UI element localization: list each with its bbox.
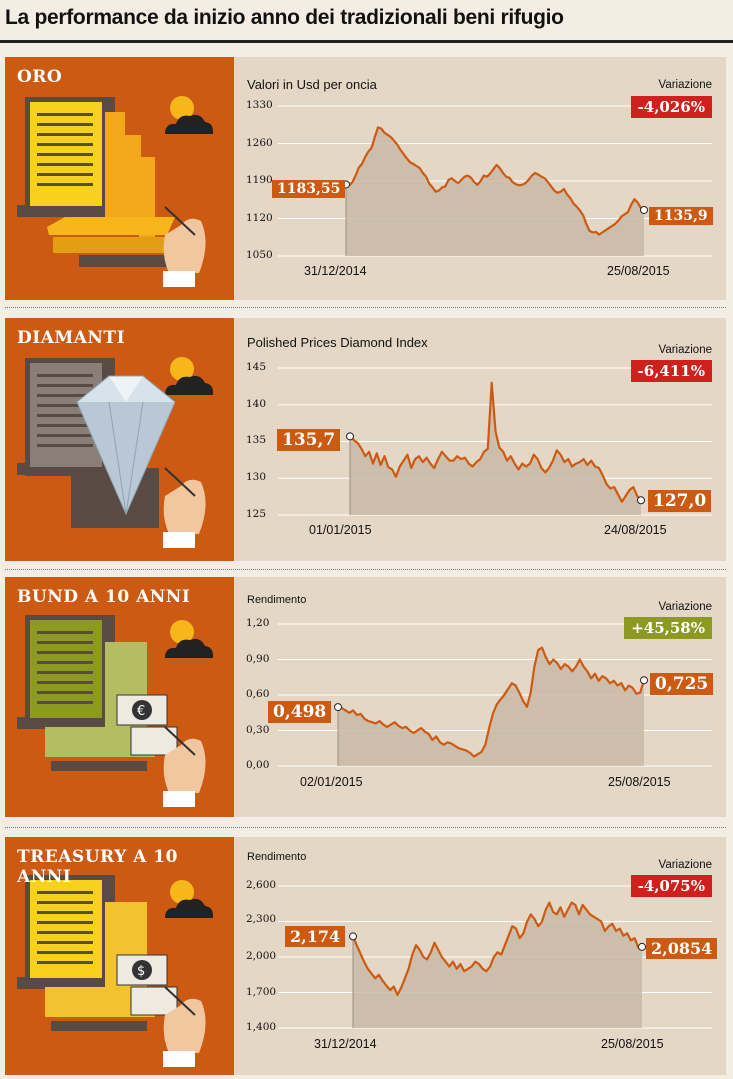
chart-svg — [278, 367, 712, 516]
change-badge: -6,411% — [630, 360, 712, 382]
y-tick: 2,300 — [246, 913, 277, 925]
y-tick: 130 — [246, 471, 267, 483]
x-start-label: 02/01/2015 — [300, 775, 363, 789]
y-tick: 1190 — [246, 174, 273, 186]
x-end-label: 25/08/2015 — [608, 775, 671, 789]
panel-title: ORO — [17, 67, 63, 87]
start-point — [349, 932, 357, 941]
x-end-label: 25/08/2015 — [607, 264, 670, 278]
svg-text:€: € — [137, 704, 145, 719]
y-tick: 1,700 — [246, 986, 277, 998]
chart-subtitle: Valori in Usd per oncia — [247, 77, 377, 92]
chart-area: Polished Prices Diamond Index Variazione… — [234, 318, 726, 561]
end-value-badge: 127,0 — [648, 490, 712, 512]
y-tick: 1330 — [246, 99, 273, 111]
start-value-badge: 0,498 — [268, 701, 332, 723]
illustration-bund: € BUND A 10 ANNI — [5, 577, 234, 817]
svg-text:$: $ — [137, 964, 145, 979]
end-point — [640, 676, 648, 685]
change-label: Variazione — [658, 344, 713, 356]
chart-area: Rendimento Variazione -4,075% 2,600 2,30… — [234, 837, 726, 1075]
series-line — [345, 126, 645, 236]
end-value-badge: 0,725 — [650, 673, 714, 695]
series-area — [353, 902, 642, 1028]
end-point — [638, 942, 646, 951]
y-tick: 135 — [246, 434, 267, 446]
title-rule — [0, 40, 733, 43]
series-line — [351, 901, 643, 996]
panel-title: BUND A 10 ANNI — [17, 587, 191, 607]
series-area — [338, 647, 644, 766]
x-start-label: 31/12/2014 — [304, 264, 367, 278]
page-title: La performance da inizio anno dei tradiz… — [5, 6, 564, 29]
change-badge: -4,026% — [630, 96, 712, 118]
end-point — [640, 205, 648, 214]
y-tick: 1260 — [246, 137, 273, 149]
separator — [5, 827, 726, 828]
bond-euro-icon: € — [17, 615, 214, 807]
panel-title: DIAMANTI — [17, 328, 126, 348]
illustration-treasury: $ TREASURY A 10 ANNI — [5, 837, 234, 1075]
chart-subtitle: Polished Prices Diamond Index — [247, 335, 428, 350]
y-tick: 0,00 — [246, 759, 270, 771]
y-tick: 0,90 — [246, 653, 270, 665]
y-tick: 2,000 — [246, 950, 277, 962]
change-badge: -4,075% — [630, 875, 712, 897]
panel-title: TREASURY A 10 ANNI — [17, 847, 178, 887]
panel-oro: ORO Valori in Usd per oncia Variazione -… — [5, 57, 726, 300]
illustration-gold: ORO — [5, 57, 234, 300]
panel-diamanti: DIAMANTI Polished Prices Diamond Index V… — [5, 318, 726, 561]
series-line — [349, 381, 642, 503]
chart-subtitle: Rendimento — [247, 851, 307, 863]
x-start-label: 01/01/2015 — [309, 523, 372, 537]
illustration-diamond: DIAMANTI — [5, 318, 234, 561]
x-end-label: 24/08/2015 — [604, 523, 667, 537]
chart-subtitle: Rendimento — [247, 594, 307, 606]
start-point — [334, 703, 342, 712]
end-value-badge: 2,0854 — [646, 938, 718, 959]
y-tick: 140 — [246, 398, 267, 410]
chart-svg — [278, 885, 712, 1029]
separator — [5, 569, 726, 570]
panel-treasury: $ TREASURY A 10 ANNI Rendimento Variazio… — [5, 837, 726, 1075]
y-tick: 0,30 — [246, 724, 270, 736]
series-line — [337, 646, 646, 758]
diamond-icon — [17, 357, 214, 548]
bond-dollar-icon: $ — [17, 875, 214, 1067]
start-value-badge: 1183,55 — [272, 180, 346, 198]
end-point — [637, 496, 645, 505]
chart-area: Rendimento Variazione +45,58% 1,20 0,90 … — [234, 577, 726, 817]
change-label: Variazione — [658, 601, 713, 613]
y-tick: 1120 — [246, 212, 273, 224]
y-tick: 2,600 — [246, 879, 277, 891]
y-tick: 1050 — [246, 249, 273, 261]
y-tick: 0,60 — [246, 688, 270, 700]
change-label: Variazione — [658, 79, 713, 91]
x-end-label: 25/08/2015 — [601, 1037, 664, 1051]
y-tick: 1,400 — [246, 1021, 277, 1033]
change-label: Variazione — [658, 859, 713, 871]
x-start-label: 31/12/2014 — [314, 1037, 377, 1051]
y-tick: 125 — [246, 508, 267, 520]
start-point — [346, 432, 354, 441]
change-badge: +45,58% — [624, 617, 712, 639]
start-value-badge: 135,7 — [277, 429, 341, 451]
y-tick: 145 — [246, 361, 267, 373]
separator — [5, 307, 726, 308]
end-value-badge: 1135,9 — [649, 207, 713, 225]
series-area — [346, 127, 644, 257]
series-area — [350, 382, 641, 515]
y-tick: 1,20 — [246, 617, 270, 629]
start-value-badge: 2,174 — [285, 926, 346, 947]
chart-area: Valori in Usd per oncia Variazione -4,02… — [234, 57, 726, 300]
panel-bund: € BUND A 10 ANNI Rendimento Variazione +… — [5, 577, 726, 817]
gold-bars-icon — [17, 96, 214, 287]
